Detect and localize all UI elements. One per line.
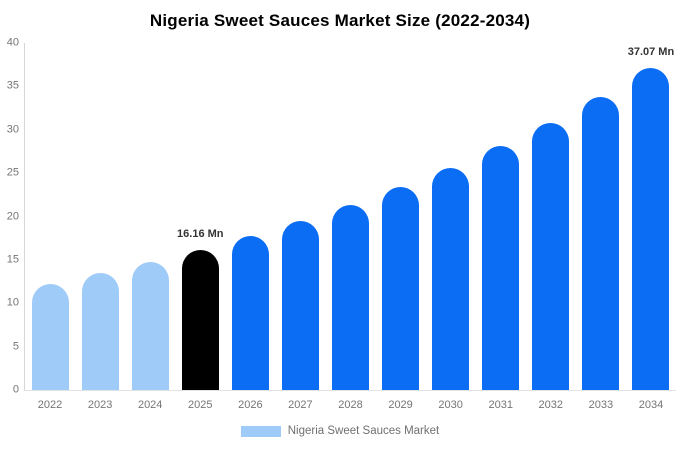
bar-2023[interactable] [81, 273, 119, 390]
x-tick-label: 2028 [338, 399, 363, 411]
y-tick-label: 0 [12, 383, 19, 396]
chart-title: Nigeria Sweet Sauces Market Size (2022-2… [149, 11, 531, 30]
legend-swatch [240, 425, 281, 437]
bar-2028[interactable] [332, 205, 369, 390]
bar-2022[interactable] [31, 283, 69, 390]
x-tick-label: 2033 [588, 399, 614, 411]
bar-2024[interactable] [131, 262, 169, 390]
bar-2030[interactable] [432, 167, 470, 390]
y-tick-label: 20 [6, 210, 19, 222]
y-tick-label: 35 [6, 79, 19, 92]
bar-2027[interactable] [281, 221, 319, 390]
bar-2029[interactable] [382, 187, 420, 390]
x-axis-line [24, 390, 676, 391]
legend[interactable]: Nigeria Sweet Sauces Market [0, 425, 680, 437]
x-tick-label: 2034 [638, 399, 664, 411]
plot-area [25, 43, 676, 390]
bar-2034[interactable] [632, 68, 670, 390]
x-tick-label: 2025 [188, 399, 213, 411]
x-tick-label: 2022 [37, 399, 63, 411]
y-tick-label: 5 [12, 340, 19, 353]
y-axis-line [24, 43, 25, 390]
bar-2025[interactable] [181, 249, 219, 390]
y-tick-label: 15 [6, 253, 19, 266]
x-tick-label: 2024 [137, 399, 163, 411]
x-tick-label: 2029 [388, 399, 413, 411]
bar-2033[interactable] [582, 96, 620, 390]
y-tick-label: 40 [6, 36, 19, 49]
bar-2026[interactable] [231, 236, 269, 390]
y-tick-label: 30 [6, 123, 19, 136]
y-tick-label: 25 [6, 166, 19, 179]
x-tick-label: 2031 [488, 399, 513, 411]
x-tick-label: 2030 [438, 399, 463, 411]
legend-label: Nigeria Sweet Sauces Market [287, 425, 440, 437]
bar-value-label-2025: 16.16 Mn [177, 227, 224, 240]
x-tick-label: 2027 [288, 399, 313, 411]
x-tick-label: 2026 [238, 399, 263, 411]
x-tick-label: 2023 [87, 399, 113, 411]
y-tick-label: 10 [6, 296, 19, 309]
bar-2032[interactable] [532, 122, 570, 390]
bar-value-label-2034: 37.07 Mn [627, 46, 675, 59]
bar-2031[interactable] [482, 146, 520, 390]
x-tick-label: 2032 [538, 399, 564, 411]
